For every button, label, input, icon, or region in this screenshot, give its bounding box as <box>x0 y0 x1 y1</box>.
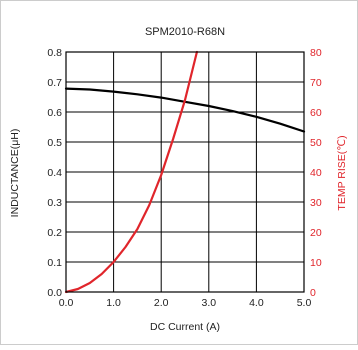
y2-tick-label: 50 <box>310 137 322 149</box>
y-tick-label: 0.1 <box>47 257 62 269</box>
y-tick-label: 0.7 <box>47 77 62 89</box>
y2-tick-label: 10 <box>310 257 322 269</box>
y-tick-label: 0.4 <box>47 167 62 179</box>
chart-title: SPM2010-R68N <box>145 26 225 38</box>
y2-tick-label: 70 <box>310 77 322 89</box>
tick-labels: 0.0 1.0 2.0 3.0 4.0 5.0 0.0 0.1 0.2 0.3 0.4 0.5 0.6 0… <box>47 47 321 309</box>
x-tick-label: 5.0 <box>297 297 312 309</box>
y2-tick-label: 40 <box>310 167 322 179</box>
y2-tick-label: 80 <box>310 47 322 59</box>
temp-rise-line <box>64 50 198 294</box>
y-tick-label: 0.0 <box>47 287 62 299</box>
y-tick-label: 0.2 <box>47 227 62 239</box>
y-tick-label: 0.5 <box>47 137 62 149</box>
plot-area-border <box>65 51 305 293</box>
y2-tick-label: 20 <box>310 227 322 239</box>
series-layer <box>64 50 306 294</box>
x-tick-label: 1.0 <box>106 297 121 309</box>
x-axis-label: DC Current (A) <box>150 321 220 333</box>
y2-axis-label: TEMP RISE(℃) <box>336 135 348 210</box>
x-tick-label: 0.0 <box>59 297 74 309</box>
y2-tick-label: 0 <box>310 287 316 299</box>
y-tick-label: 0.3 <box>47 197 62 209</box>
y2-tick-label: 30 <box>310 197 322 209</box>
y-tick-label: 0.8 <box>47 47 62 59</box>
y-axis-label: INDUCTANCE(μH) <box>9 129 21 218</box>
x-tick-label: 2.0 <box>154 297 169 309</box>
x-tick-label: 4.0 <box>249 297 264 309</box>
y2-tick-label: 60 <box>310 107 322 119</box>
x-tick-label: 3.0 <box>201 297 216 309</box>
y-tick-label: 0.6 <box>47 107 62 119</box>
